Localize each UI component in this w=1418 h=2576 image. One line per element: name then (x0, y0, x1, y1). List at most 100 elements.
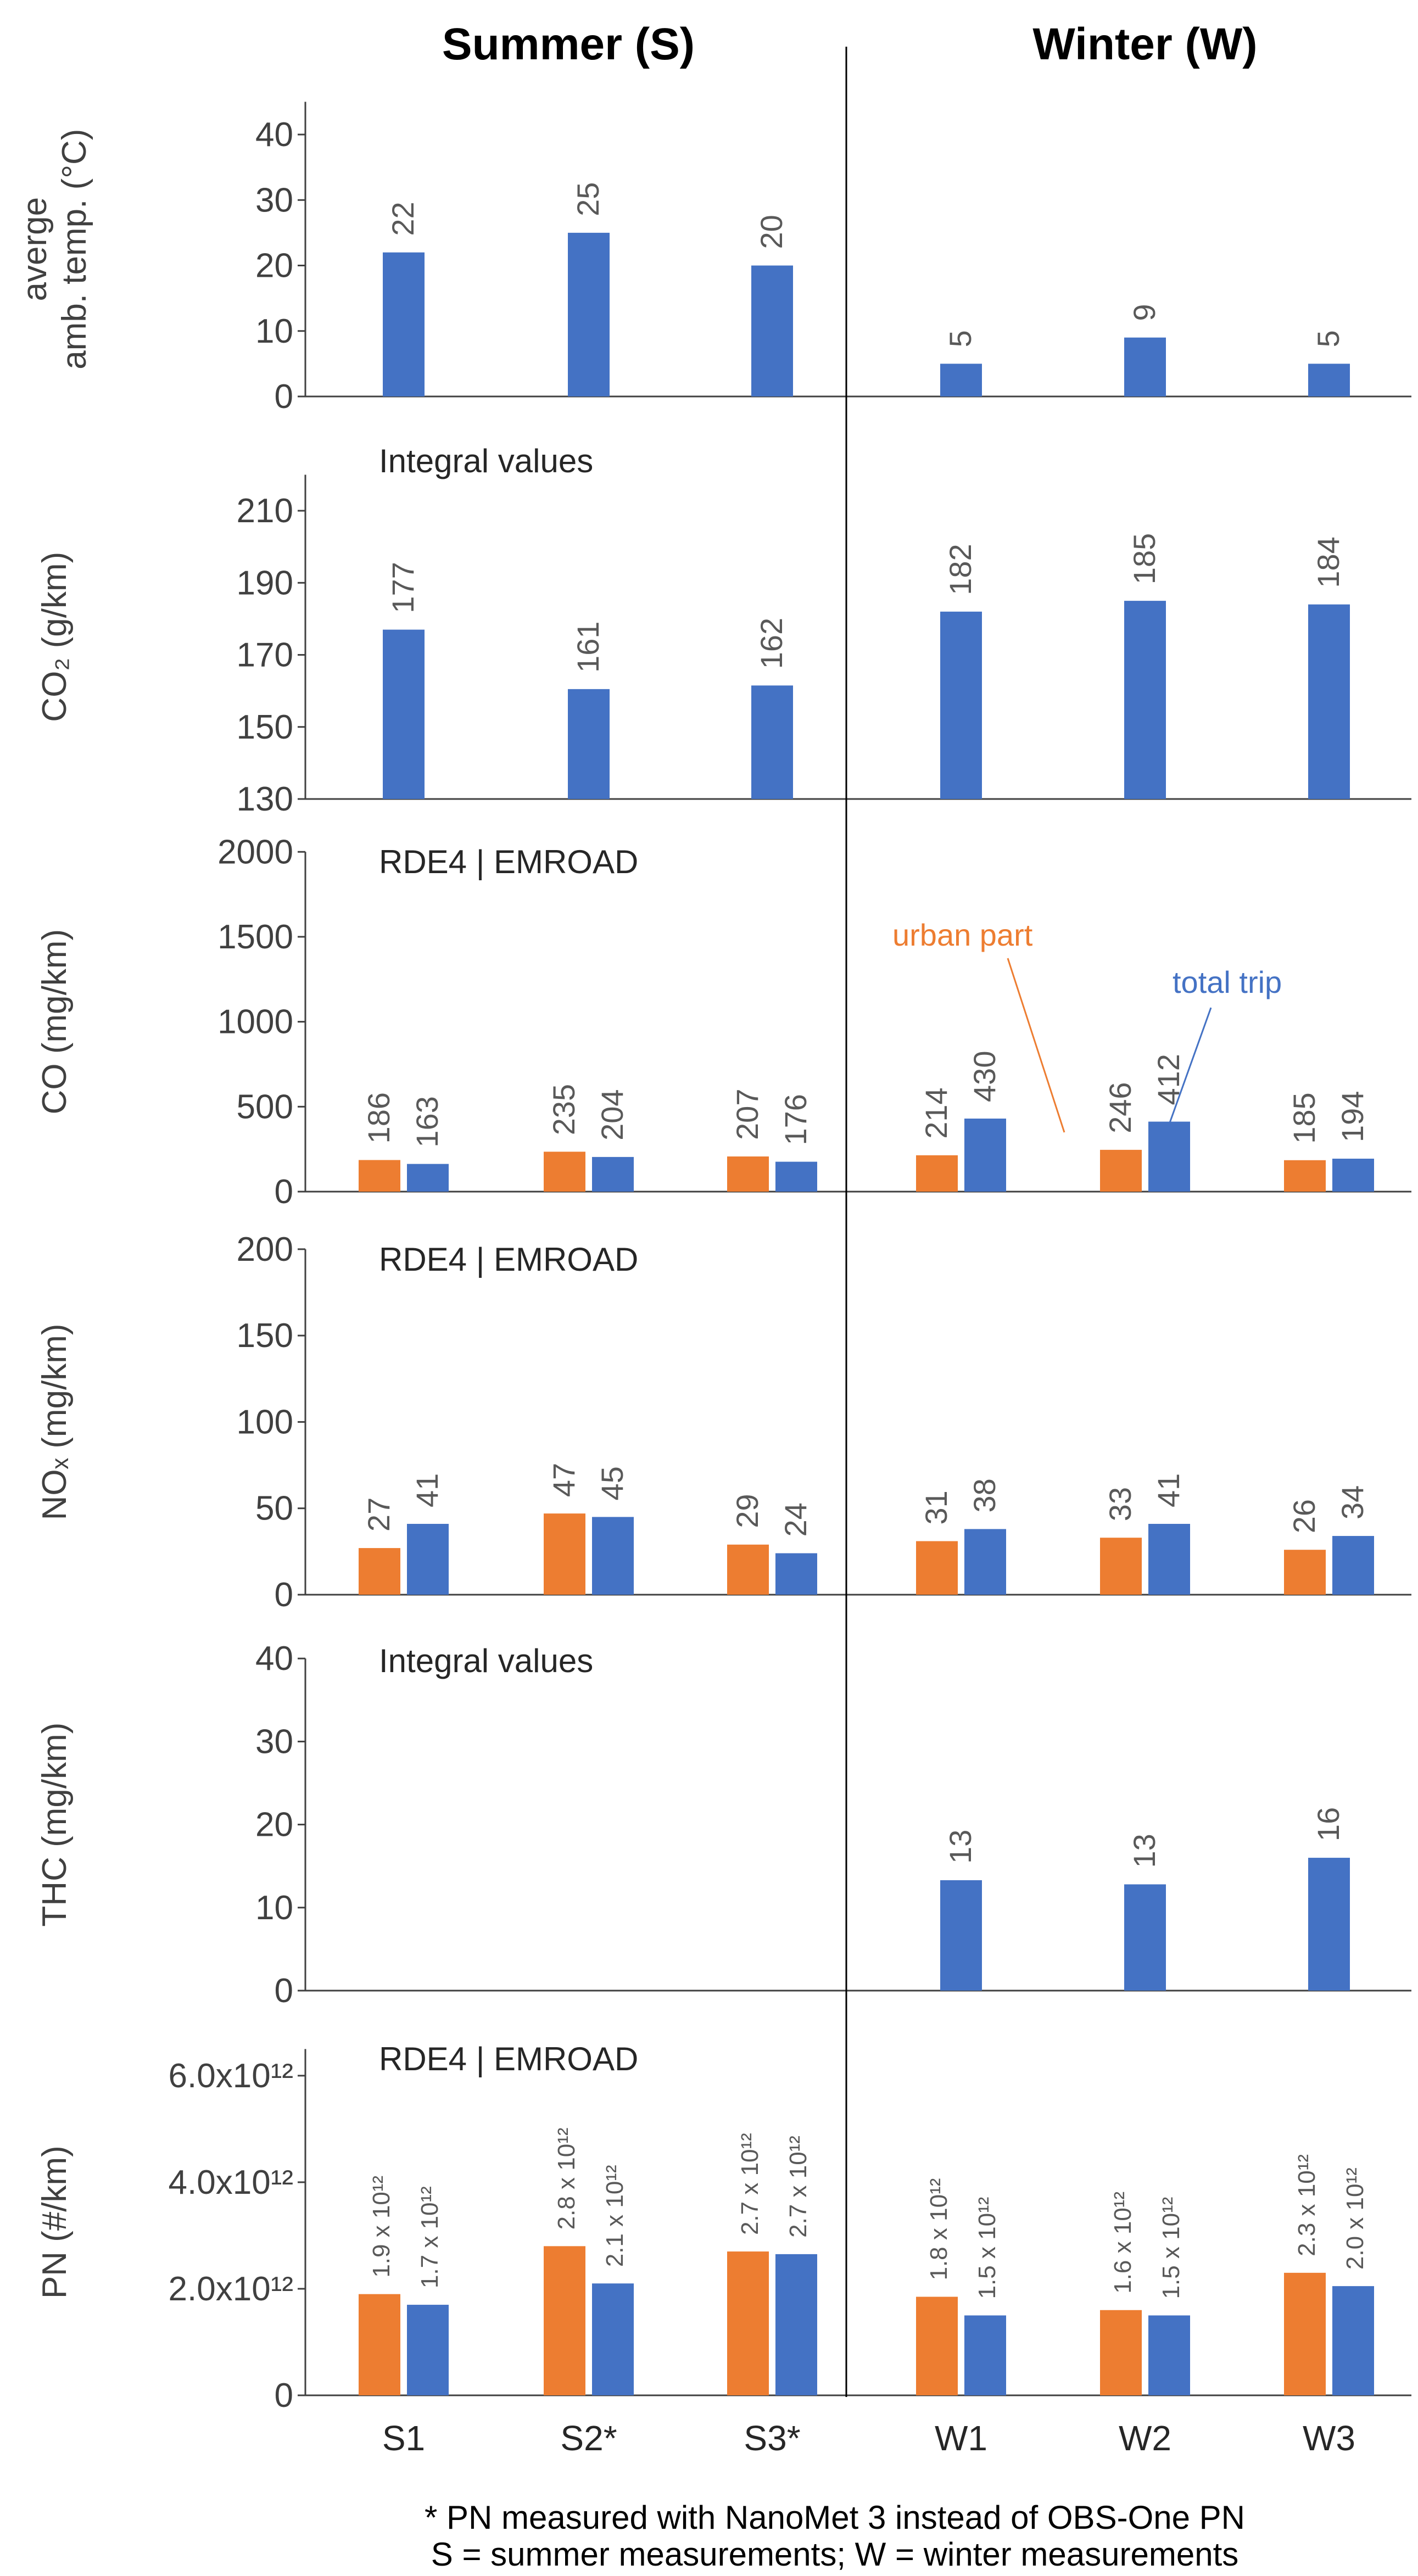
data-label: 412 (1151, 1054, 1186, 1105)
data-label: 5 (1311, 330, 1346, 347)
bar-nox-W2-urban (1100, 1538, 1142, 1595)
data-label: 47 (546, 1463, 581, 1497)
data-label: 38 (967, 1478, 1002, 1512)
panel-thc: 0 10 20 30 40 THC (mg/km) Integral values 13 13 1… (36, 1640, 1411, 2010)
data-label: 2.1 x 10¹² (601, 2165, 628, 2267)
panel-nox: 0 50 100 150 200 NOₓ (mg/km) RDE4 | EMROAD 27 47… (36, 1231, 1411, 1614)
panel-pn: 0 2.0x10¹² 4.0x10¹² 6.0x10¹² PN (#/km) RDE4 |… (36, 2041, 1411, 2415)
y-tick-label: 2000 (217, 833, 293, 871)
data-label: 177 (386, 562, 420, 613)
data-label: 5 (943, 330, 978, 347)
data-label: 45 (595, 1466, 629, 1500)
footnote-seasons: S = summer measurements; W = winter meas… (431, 2536, 1238, 2573)
bar-co-W2-total (1148, 1121, 1190, 1192)
bar-pn-W1-total (964, 2315, 1006, 2395)
bar-temp-W1-total (940, 364, 982, 396)
data-label: 161 (571, 621, 605, 672)
y-tick-label: 130 (237, 780, 293, 818)
data-label: 41 (410, 1473, 444, 1507)
data-label: 2.0 x 10¹² (1342, 2167, 1369, 2270)
bar-thc-W1-total (940, 1880, 982, 1991)
bar-pn-S3-total (775, 2254, 817, 2395)
bar-nox-W1-urban (916, 1541, 958, 1595)
bar-co2-W1-total (940, 611, 982, 799)
data-label: 235 (546, 1084, 581, 1135)
data-label: 41 (1151, 1473, 1186, 1507)
data-label: 207 (730, 1089, 764, 1140)
y-tick-label: 0 (275, 2377, 293, 2415)
legend-urban-leader (1007, 958, 1065, 1133)
category-label-S2: S2* (560, 2418, 617, 2458)
bar-co-S1-urban (359, 1160, 400, 1192)
panel-temp: 0 10 20 30 40 averge amb. temp. (°C) 22 25 20 5 9 5 (16, 102, 1411, 416)
legend-total-trip: total trip (1173, 965, 1282, 999)
bar-pn-W2-urban (1100, 2310, 1142, 2395)
y-tick-label: 30 (255, 1723, 293, 1761)
data-label: 1.9 x 10¹² (368, 2176, 395, 2278)
data-label: 204 (595, 1089, 629, 1140)
category-label-S1: S1 (382, 2418, 425, 2458)
data-label: 186 (361, 1092, 396, 1143)
footnote-pn: * PN measured with NanoMet 3 instead of … (425, 2499, 1245, 2536)
bar-nox-S2-urban (544, 1513, 585, 1595)
bar-co-S3-urban (727, 1156, 769, 1192)
bar-nox-S2-total (592, 1517, 634, 1595)
data-label: 2.8 x 10¹² (553, 2127, 580, 2229)
y-tick-label: 30 (255, 181, 293, 219)
category-label-W3: W3 (1303, 2418, 1355, 2458)
data-label: 185 (1127, 533, 1162, 584)
bar-pn-S1-total (407, 2305, 449, 2395)
bar-co-S3-total (775, 1161, 817, 1192)
y-tick-label: 1000 (217, 1003, 293, 1041)
bar-pn-S3-urban (727, 2251, 769, 2395)
category-label-W2: W2 (1119, 2418, 1171, 2458)
bar-co-S2-urban (544, 1152, 585, 1192)
data-label: 20 (754, 215, 789, 249)
y-tick-label: 500 (237, 1088, 293, 1126)
data-label: 31 (919, 1490, 953, 1524)
panel-note: RDE4 | EMROAD (379, 843, 638, 880)
data-label: 2.7 x 10¹² (736, 2133, 763, 2235)
bar-temp-S3-total (751, 265, 793, 396)
legend-total-leader (1168, 1007, 1212, 1126)
panel-note: Integral values (379, 443, 593, 479)
data-label: 182 (943, 544, 978, 595)
data-label: 1.5 x 10¹² (1158, 2197, 1185, 2299)
bar-temp-S1-total (383, 252, 425, 396)
bar-nox-S1-urban (359, 1548, 400, 1595)
bar-co2-S2-total (568, 689, 610, 799)
bar-co-W3-total (1332, 1158, 1374, 1192)
bar-co2-W3-total (1308, 604, 1350, 799)
data-label: 29 (730, 1494, 764, 1528)
y-tick-label: 2.0x10¹² (169, 2270, 293, 2308)
y-axis-label: PN (#/km) (36, 2145, 74, 2299)
data-label: 13 (1127, 1834, 1162, 1868)
data-label: 16 (1311, 1807, 1346, 1841)
data-label: 1.5 x 10¹² (974, 2197, 1001, 2299)
data-label: 1.6 x 10¹² (1109, 2192, 1136, 2294)
bar-nox-W2-total (1148, 1524, 1190, 1595)
y-tick-label: 0 (275, 1173, 293, 1211)
bar-pn-S2-total (592, 2283, 634, 2395)
category-label-S3: S3* (744, 2418, 800, 2458)
y-tick-label: 0 (275, 1972, 293, 2010)
data-label: 34 (1335, 1485, 1370, 1519)
y-tick-label: 0 (275, 1576, 293, 1614)
y-axis-label: CO₂ (g/km) (36, 552, 74, 722)
y-tick-label: 40 (255, 116, 293, 154)
y-tick-label: 40 (255, 1640, 293, 1678)
y-tick-label: 20 (255, 247, 293, 285)
data-label: 13 (943, 1830, 978, 1864)
winter-title: Winter (W) (1032, 19, 1257, 69)
y-tick-label: 10 (255, 1889, 293, 1927)
data-label: 1.7 x 10¹² (416, 2186, 443, 2288)
panel-co2: 130 150 170 190 210 CO₂ (g/km) Integral values… (36, 443, 1411, 818)
chart-panels: 0 10 20 30 40 averge amb. temp. (°C) 22 25 20 5 9 5 1… (16, 102, 1411, 2415)
bar-nox-S3-total (775, 1553, 817, 1595)
data-label: 214 (919, 1087, 953, 1138)
data-label: 2.7 x 10¹² (785, 2136, 812, 2238)
bar-pn-W3-total (1332, 2286, 1374, 2395)
data-label: 185 (1287, 1092, 1321, 1143)
y-tick-label: 6.0x10¹² (169, 2057, 293, 2095)
y-tick-label: 50 (255, 1490, 293, 1528)
